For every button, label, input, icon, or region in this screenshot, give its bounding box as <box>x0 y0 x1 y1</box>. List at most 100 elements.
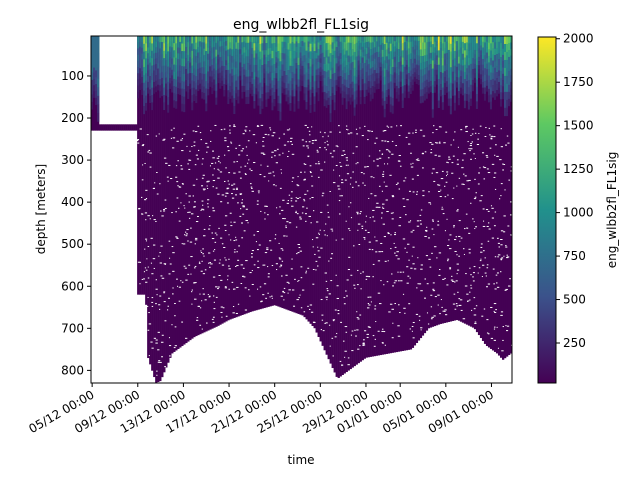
missing-sample <box>395 145 397 147</box>
heat-cell <box>483 93 487 101</box>
heat-cell <box>383 68 386 77</box>
missing-sample <box>430 318 433 320</box>
heat-cell <box>177 36 180 43</box>
heat-cell <box>303 42 306 50</box>
heat-column <box>217 36 220 326</box>
heat-cell <box>383 92 386 102</box>
missing-sample <box>464 285 468 287</box>
missing-sample <box>322 192 325 194</box>
heat-column <box>197 36 200 336</box>
heat-cell <box>193 68 196 76</box>
heat-cell <box>181 43 184 52</box>
heat-cell <box>305 43 308 51</box>
heat-cell <box>215 90 218 98</box>
heat-cell <box>97 36 100 68</box>
missing-sample <box>256 203 259 205</box>
missing-sample <box>500 244 503 246</box>
missing-sample <box>468 248 471 250</box>
heat-cell <box>437 57 441 65</box>
missing-sample <box>497 347 499 349</box>
heat-cell <box>205 103 208 112</box>
heat-cell <box>419 42 423 50</box>
heat-cell <box>493 42 497 50</box>
missing-sample <box>470 309 473 311</box>
missing-sample <box>463 173 465 175</box>
heat-cell <box>379 40 382 46</box>
heat-cell <box>497 64 501 71</box>
missing-sample <box>141 179 144 181</box>
heat-cell <box>325 50 328 58</box>
heat-cell <box>237 96 240 104</box>
heat-cell <box>139 78 142 85</box>
missing-sample <box>174 315 176 317</box>
missing-sample <box>470 158 472 160</box>
heat-cell <box>343 85 346 93</box>
missing-sample <box>224 224 227 226</box>
colorbar-tick-label: 1000 <box>563 206 594 220</box>
missing-sample <box>172 270 175 272</box>
heat-cell <box>271 65 274 74</box>
heat-column <box>261 36 264 309</box>
heat-cell <box>407 73 411 80</box>
heat-cell <box>427 64 431 71</box>
heat-column <box>275 36 278 306</box>
heat-cell <box>333 36 336 44</box>
missing-sample <box>213 295 215 297</box>
heat-cell <box>363 36 366 44</box>
missing-sample <box>384 344 386 346</box>
missing-sample <box>510 201 512 203</box>
heat-cell <box>359 97 362 105</box>
heat-cell <box>303 55 306 62</box>
heat-cell <box>293 96 296 105</box>
heat-cell <box>239 62 242 68</box>
heat-cell <box>281 87 284 94</box>
heat-cell <box>181 96 184 104</box>
missing-sample <box>171 246 174 248</box>
missing-sample <box>461 167 464 169</box>
heat-cell <box>421 49 425 57</box>
missing-sample <box>319 229 321 231</box>
missing-sample <box>468 232 471 234</box>
y-tick-label: 400 <box>61 195 84 209</box>
heat-cell <box>299 36 302 42</box>
heat-column <box>391 36 395 353</box>
missing-sample <box>311 126 313 128</box>
heat-cell <box>159 54 162 61</box>
heat-cell <box>251 65 254 73</box>
heat-cell <box>201 67 204 74</box>
heat-cell <box>305 36 308 44</box>
heat-cell <box>503 91 507 101</box>
heat-column <box>143 36 146 295</box>
heat-cell <box>510 75 512 83</box>
missing-sample <box>172 137 176 139</box>
missing-sample <box>211 232 213 234</box>
missing-sample <box>331 156 334 158</box>
heat-cell <box>403 36 407 43</box>
heat-column <box>171 36 174 354</box>
missing-sample <box>468 148 470 150</box>
missing-sample <box>199 132 202 134</box>
heat-cell <box>439 42 443 49</box>
heat-cell <box>153 64 156 71</box>
heat-cell <box>381 49 384 58</box>
heat-cell <box>477 40 481 45</box>
missing-sample <box>152 215 154 217</box>
heat-cell <box>147 36 150 43</box>
missing-sample <box>418 315 421 317</box>
colorbar-tick-label: 250 <box>563 336 586 350</box>
heat-cell <box>263 68 266 74</box>
heat-cell <box>243 52 246 59</box>
missing-sample <box>301 212 304 214</box>
missing-sample <box>207 262 210 264</box>
heat-cell <box>215 36 218 44</box>
missing-sample <box>304 163 307 165</box>
heat-cell <box>507 56 511 65</box>
missing-sample <box>218 262 221 264</box>
heat-cell <box>243 69 246 76</box>
missing-sample <box>221 194 225 196</box>
heat-cell <box>395 67 399 74</box>
heat-cell <box>169 78 172 84</box>
heat-cell <box>143 67 146 76</box>
missing-sample <box>199 324 202 326</box>
heat-cell <box>299 58 302 64</box>
